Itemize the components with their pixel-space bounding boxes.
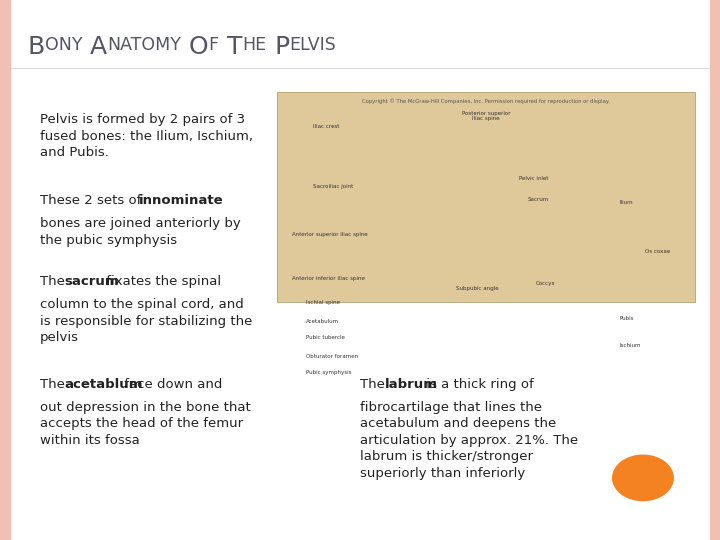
Text: ELVIS: ELVIS	[289, 36, 336, 54]
Text: fibrocartilage that lines the
acetabulum and deepens the
articulation by approx.: fibrocartilage that lines the acetabulum…	[360, 401, 578, 480]
Text: Sacrum: Sacrum	[528, 197, 549, 202]
Circle shape	[613, 455, 673, 501]
Text: A: A	[90, 35, 107, 59]
Text: Acetabulum: Acetabulum	[306, 319, 339, 324]
Text: Sacroiliac joint: Sacroiliac joint	[313, 184, 354, 189]
Text: O: O	[189, 35, 209, 59]
Text: face down and: face down and	[120, 378, 222, 391]
Text: HE: HE	[242, 36, 266, 54]
Text: Coccyx: Coccyx	[536, 281, 556, 286]
Text: Subpubic angle: Subpubic angle	[456, 286, 499, 292]
Text: Ischium: Ischium	[620, 343, 641, 348]
Text: P: P	[274, 35, 289, 59]
Text: B: B	[27, 35, 45, 59]
Bar	[0, 0, 10, 540]
Text: The: The	[360, 378, 389, 391]
Text: column to the spinal cord, and
is responsible for stabilizing the
pelvis: column to the spinal cord, and is respon…	[40, 298, 252, 344]
Text: fixates the spinal: fixates the spinal	[102, 275, 220, 288]
Text: Pubic symphysis: Pubic symphysis	[306, 370, 351, 375]
Text: Obturator foramen: Obturator foramen	[306, 354, 358, 359]
Text: ONY: ONY	[45, 36, 82, 54]
Text: The: The	[40, 378, 68, 391]
Text: Pelvic inlet: Pelvic inlet	[519, 176, 549, 181]
Text: F: F	[209, 36, 219, 54]
Text: Ilium: Ilium	[620, 200, 634, 205]
Text: innominate: innominate	[139, 194, 224, 207]
Bar	[277, 92, 695, 302]
Text: Copyright © The McGraw-Hill Companies, Inc. Permission required for reproduction: Copyright © The McGraw-Hill Companies, I…	[362, 98, 610, 104]
Text: Iliac crest: Iliac crest	[313, 124, 340, 130]
Text: labrum: labrum	[384, 378, 438, 391]
Text: Pubic tubercle: Pubic tubercle	[306, 335, 345, 340]
Text: Anterior inferior iliac spine: Anterior inferior iliac spine	[292, 275, 364, 281]
Text: sacrum: sacrum	[64, 275, 119, 288]
Text: The: The	[40, 275, 68, 288]
Text: NATOMY: NATOMY	[107, 36, 181, 54]
Text: Anterior superior iliac spine: Anterior superior iliac spine	[292, 232, 367, 238]
Text: acetablum: acetablum	[64, 378, 143, 391]
Text: bones are joined anteriorly by
the pubic symphysis: bones are joined anteriorly by the pubic…	[40, 217, 240, 247]
Text: is a thick ring of: is a thick ring of	[422, 378, 534, 391]
Text: Os coxae: Os coxae	[644, 248, 670, 254]
Text: These 2 sets of: These 2 sets of	[40, 194, 145, 207]
Text: T: T	[227, 35, 242, 59]
Text: Pubis: Pubis	[620, 316, 634, 321]
Text: out depression in the bone that
accepts the head of the femur
within its fossa: out depression in the bone that accepts …	[40, 401, 251, 447]
Text: Posterior superior
Iliac spine: Posterior superior Iliac spine	[462, 111, 510, 122]
Bar	[710, 0, 720, 540]
Text: Pelvis is formed by 2 pairs of 3
fused bones: the Ilium, Ischium,
and Pubis.: Pelvis is formed by 2 pairs of 3 fused b…	[40, 113, 253, 159]
Text: Ischial spine: Ischial spine	[306, 300, 340, 305]
